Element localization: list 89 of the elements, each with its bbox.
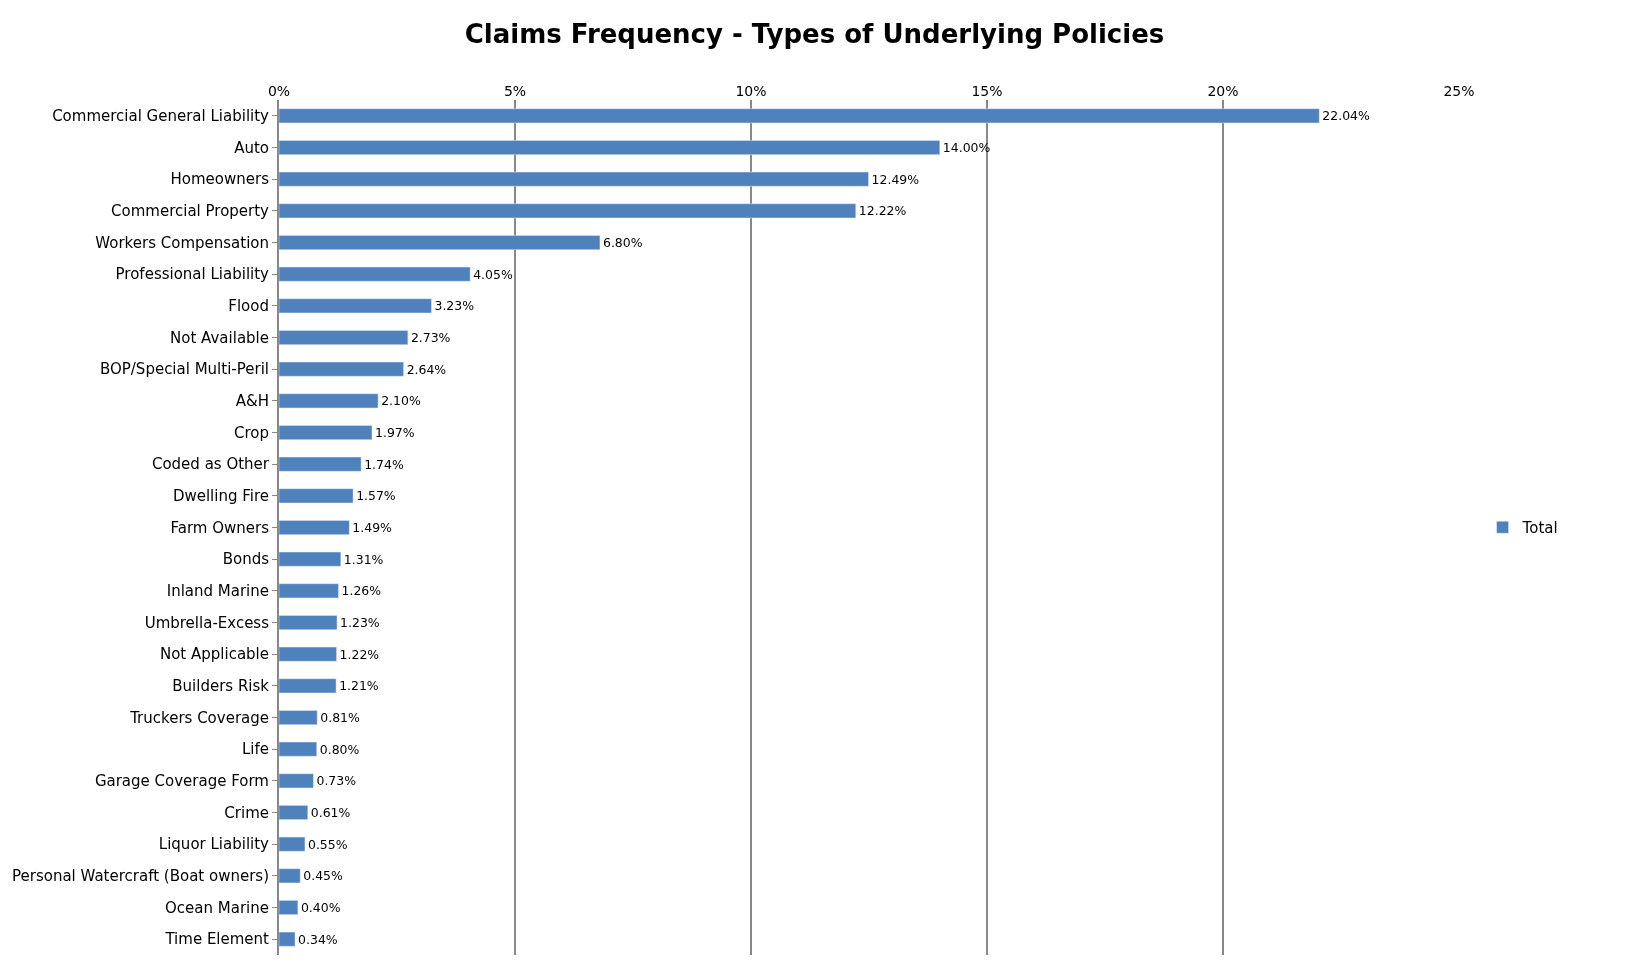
bar xyxy=(279,393,379,409)
data-label: 4.05% xyxy=(473,266,513,282)
bar xyxy=(279,140,941,155)
bar xyxy=(279,520,350,535)
bar xyxy=(279,266,471,282)
data-label: 0.55% xyxy=(307,836,348,852)
bar xyxy=(279,551,342,567)
data-label: 6.80% xyxy=(602,234,643,250)
data-label: 1.26% xyxy=(341,583,382,599)
bar xyxy=(279,741,318,757)
data-label: 0.45% xyxy=(303,868,343,884)
data-label: 0.40% xyxy=(300,899,341,915)
data-label: 2.10% xyxy=(381,393,421,409)
y-tick-label: Dwelling Fire xyxy=(172,487,269,506)
y-tick-label: Umbrella-Excess xyxy=(144,613,270,632)
bar xyxy=(279,488,354,504)
data-label: 1.57% xyxy=(356,488,396,504)
data-label: 0.80% xyxy=(319,741,360,757)
x-tick-label: 20% xyxy=(1207,83,1239,100)
legend-label: Total xyxy=(1521,519,1558,538)
data-label: 14.00% xyxy=(942,139,991,155)
x-tick-label: 15% xyxy=(971,83,1003,100)
y-tick-label: Ocean Marine xyxy=(165,898,269,917)
y-tick-label: BOP/Special Multi-Peril xyxy=(99,360,269,379)
bar xyxy=(279,678,337,694)
bar xyxy=(279,298,432,314)
y-tick-label: Flood xyxy=(228,297,269,316)
x-tick-label: 5% xyxy=(503,83,527,100)
data-label: 2.73% xyxy=(410,329,451,345)
x-tick-label: 25% xyxy=(1443,83,1475,100)
bar xyxy=(279,805,309,820)
x-tick-label: 0% xyxy=(267,83,291,100)
y-tick-label: Professional Liability xyxy=(115,265,270,284)
bar xyxy=(279,583,339,599)
y-tick-label: Homeowners xyxy=(170,170,270,189)
bar xyxy=(279,900,299,915)
y-tick-label: Workers Compensation xyxy=(95,233,269,252)
y-tick-label: Truckers Coverage xyxy=(129,708,269,727)
data-label: 0.61% xyxy=(310,804,351,820)
bar xyxy=(279,425,373,440)
y-tick-label: Not Applicable xyxy=(159,645,269,664)
y-tick-label: A&H xyxy=(235,392,269,411)
bar xyxy=(279,456,362,472)
data-label: 0.73% xyxy=(316,773,357,789)
data-label: 0.34% xyxy=(298,931,338,947)
bar xyxy=(279,203,857,219)
data-label: 22.04% xyxy=(1322,108,1370,124)
bar xyxy=(279,836,306,852)
y-tick-label: Commercial General Liability xyxy=(52,107,270,126)
data-label: 1.31% xyxy=(343,551,384,567)
y-tick-label: Crop xyxy=(233,423,269,442)
bar xyxy=(279,931,296,947)
bar xyxy=(279,108,1320,124)
data-label: 1.74% xyxy=(364,456,404,472)
bar xyxy=(279,868,301,884)
data-label: 1.49% xyxy=(352,519,393,535)
y-tick-label: Not Available xyxy=(170,328,269,347)
data-label: 0.81% xyxy=(320,709,360,725)
y-tick-label: Crime xyxy=(224,803,269,822)
x-tick-label: 10% xyxy=(735,83,767,100)
data-label: 1.21% xyxy=(339,678,379,694)
y-tick-label: Personal Watercraft (Boat owners) xyxy=(12,867,269,886)
y-tick-label: Auto xyxy=(234,138,269,157)
y-tick-label: Garage Coverage Form xyxy=(94,772,269,791)
bar xyxy=(279,361,404,377)
y-tick-label: Commercial Property xyxy=(111,202,270,221)
y-tick-label: Bonds xyxy=(222,550,270,569)
bar xyxy=(279,330,409,345)
bar xyxy=(279,646,337,662)
bar xyxy=(279,171,869,187)
y-tick-label: Life xyxy=(241,740,269,759)
chart-title: Claims Frequency - Types of Underlying Policies xyxy=(464,18,1165,49)
data-label: 1.22% xyxy=(339,646,380,662)
y-tick-label: Inland Marine xyxy=(166,582,269,601)
bar xyxy=(279,773,314,789)
data-label: 2.64% xyxy=(406,361,447,377)
data-label: 1.97% xyxy=(375,424,415,440)
y-tick-label: Farm Owners xyxy=(170,518,270,537)
bar xyxy=(279,615,338,630)
y-tick-label: Time Element xyxy=(164,930,270,949)
y-tick-label: Coded as Other xyxy=(151,455,270,474)
data-label: 3.23% xyxy=(434,298,475,314)
bar xyxy=(279,235,601,250)
y-tick-label: Builders Risk xyxy=(172,677,270,696)
y-tick-label: Liquor Liability xyxy=(158,835,270,854)
data-label: 12.49% xyxy=(871,171,920,187)
data-label: 1.23% xyxy=(340,614,380,630)
bar xyxy=(279,710,318,725)
data-label: 12.22% xyxy=(858,203,907,219)
